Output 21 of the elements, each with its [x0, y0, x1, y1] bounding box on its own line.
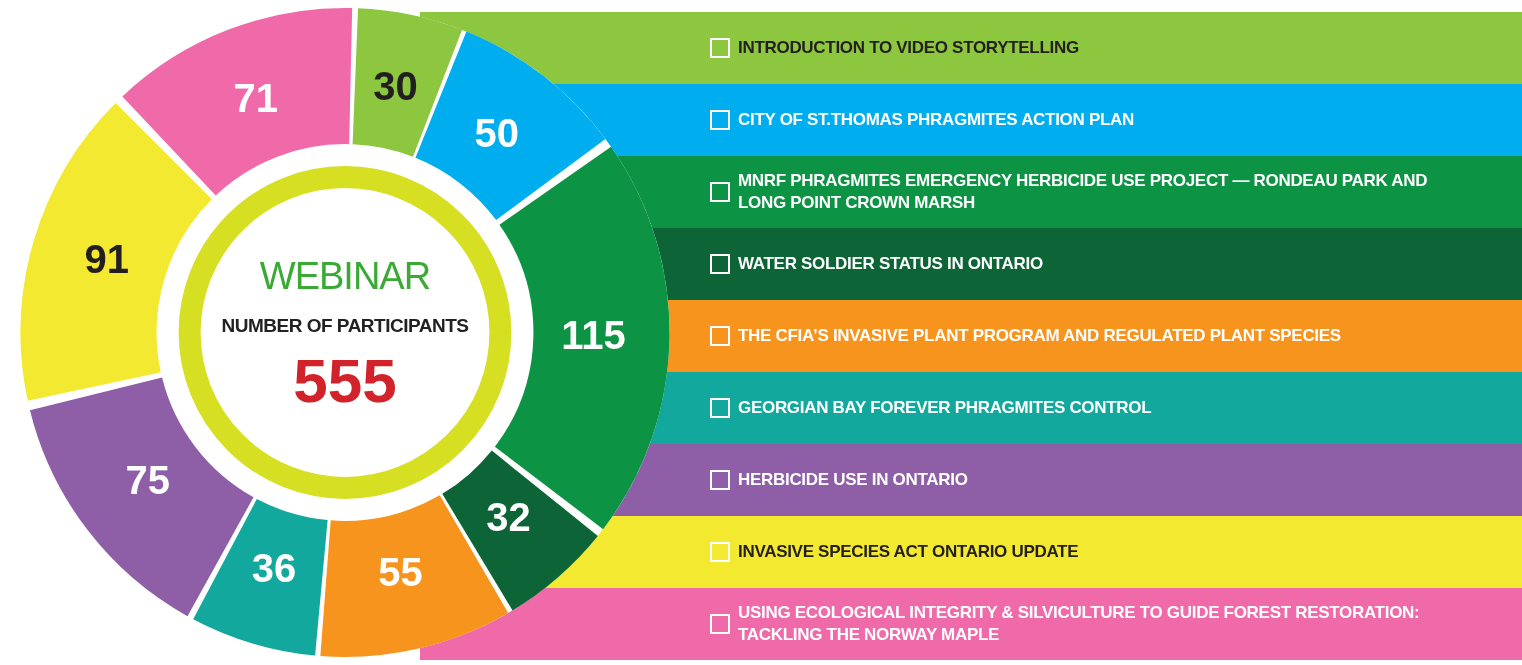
data-label: 30 [373, 64, 418, 109]
legend-label: THE CFIA’S INVASIVE PLANT PROGRAM AND REGULATED PLANT SPECIES [738, 325, 1341, 347]
text: 555 [292, 345, 398, 416]
data-label: 32 [486, 494, 531, 539]
legend-label: INTRODUCTION TO VIDEO STORYTELLING [738, 37, 1079, 59]
data-label: 115 [561, 312, 626, 357]
legend-label: USING ECOLOGICAL INTEGRITY & SILVICULTURE TO GUIDE FOREST RESTORATION: TACKLING THE NORWAY MAPLE [738, 602, 1421, 646]
data-label: 75 [125, 458, 170, 503]
text: WEBINAR [258, 255, 432, 298]
legend-label: MNRF PHRAGMITES EMERGENCY HERBICIDE USE PROJECT — RONDEAU PARK AND LONG POINT CROWN MARSH [738, 170, 1429, 214]
legend-label: GEORGIAN BAY FOREVER PHRAGMITES CONTROL [738, 397, 1152, 419]
data-label: 71 [233, 75, 279, 120]
legend-label: INVASIVE SPECIES ACT ONTARIO UPDATE [738, 541, 1079, 563]
text: NUMBER OF PARTICIPANTS [220, 315, 470, 337]
data-label: 55 [378, 549, 423, 594]
legend-label: WATER SOLDIER STATUS IN ONTARIO [738, 253, 1043, 275]
data-label: 50 [474, 110, 520, 155]
legend-label: HERBICIDE USE IN ONTARIO [738, 469, 968, 491]
legend-label: CITY OF ST.THOMAS PHRAGMITES ACTION PLAN [738, 109, 1135, 131]
data-label: 91 [84, 237, 129, 282]
data-label: 36 [251, 545, 297, 590]
